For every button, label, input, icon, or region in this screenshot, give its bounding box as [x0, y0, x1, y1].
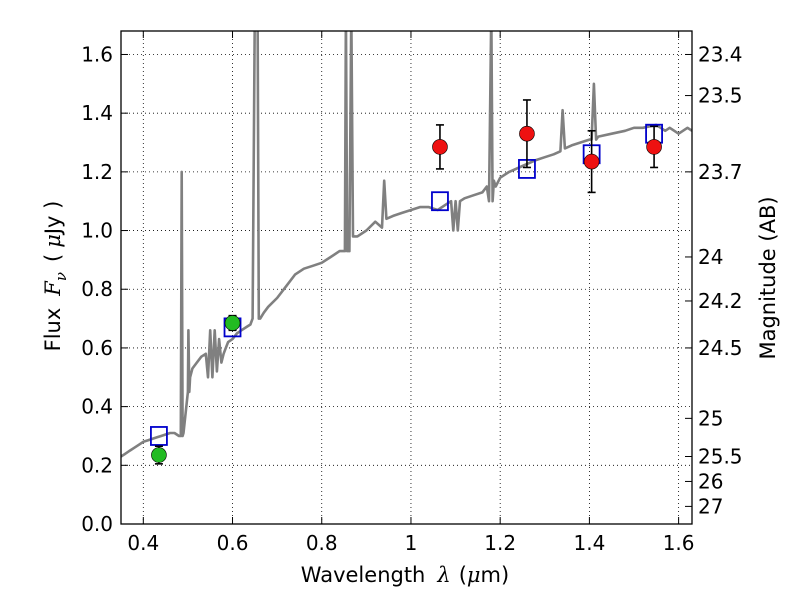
x-axis-title: Wavelength λ (μm)	[301, 563, 509, 587]
x-tick-label: 0.8	[306, 531, 338, 555]
observed-point	[432, 139, 448, 155]
observed-point	[519, 125, 535, 142]
y2-tick-label: 25	[698, 406, 723, 430]
y2-tick-label: 27	[698, 494, 723, 518]
y2-tick-label: 23.7	[698, 160, 743, 184]
y2-tick-label: 24.2	[698, 289, 743, 313]
spectrum-line	[121, 31, 692, 458]
observed-point	[151, 447, 167, 463]
x-tick-label: 1.2	[484, 531, 516, 555]
observed-point	[646, 139, 662, 155]
x-tick-label: 1.6	[663, 531, 695, 555]
y-tick-label: 1.2	[81, 160, 113, 184]
y2-axis-title: Magnitude (AB)	[756, 196, 780, 359]
y-tick-label: 0.2	[81, 453, 113, 477]
axis-ticks: 0.4 0.6 0.8 1 1.2 1.4 1.6 0.0 0.2 0.4 0.6 0.8 1.0 1.2…	[81, 31, 743, 555]
y2-tick-label: 25.5	[698, 445, 743, 469]
grid-lines	[121, 31, 692, 524]
y2-tick-label: 24	[698, 245, 723, 269]
y2-tick-label: 26	[698, 469, 723, 493]
x-tick-label: 1.4	[573, 531, 605, 555]
y-tick-label: 1.4	[81, 101, 113, 125]
y2-tick-label: 23.5	[698, 84, 743, 108]
y2-tick-label: 23.4	[698, 42, 743, 66]
y2-tick-label: 24.5	[698, 336, 743, 360]
observed-point	[224, 315, 241, 331]
x-tick-label: 1	[405, 531, 418, 555]
plot-frame	[120, 30, 693, 525]
y-tick-label: 0.0	[81, 512, 113, 536]
y-tick-label: 1.6	[81, 42, 113, 66]
spectrum-series	[121, 31, 692, 458]
x-tick-label: 0.4	[127, 531, 159, 555]
x-tick-label: 0.6	[217, 531, 249, 555]
model-photometry-square	[150, 426, 168, 446]
y-tick-label: 0.6	[81, 336, 113, 360]
y-tick-label: 1.0	[81, 219, 113, 243]
model-photometry-square	[431, 191, 449, 212]
y-tick-label: 0.4	[81, 395, 113, 419]
marker-series	[150, 99, 663, 465]
y-tick-label: 0.8	[81, 277, 113, 301]
y-axis-title: FluxFν(μJy )	[41, 201, 70, 352]
observed-point	[583, 153, 600, 170]
